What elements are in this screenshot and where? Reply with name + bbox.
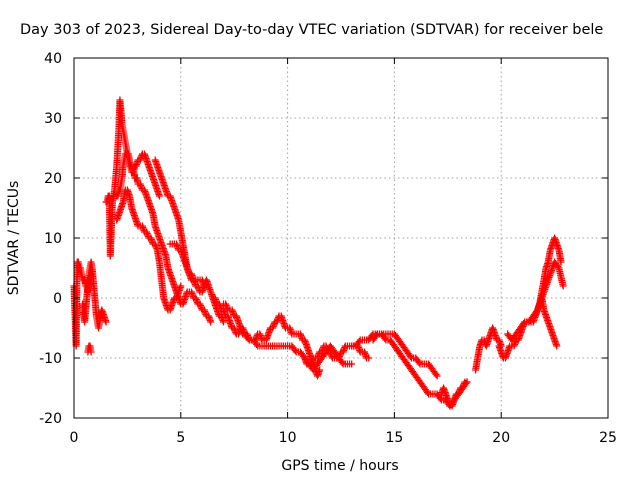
- x-tick-label: 0: [70, 430, 79, 446]
- y-axis-label: SDTVAR / TECUs: [6, 181, 22, 296]
- y-tick-label: -10: [39, 351, 62, 367]
- x-tick-label: 5: [176, 430, 185, 446]
- data-point: [177, 282, 185, 290]
- y-tick-label: 30: [44, 111, 62, 127]
- data-point: [220, 318, 228, 326]
- x-tick-label: 20: [492, 430, 510, 446]
- data-point: [87, 348, 95, 356]
- y-tick-label: -20: [39, 411, 62, 427]
- data-point: [207, 318, 215, 326]
- data-point: [553, 342, 561, 350]
- x-tick-label: 25: [599, 430, 617, 446]
- x-tick-label: 15: [385, 430, 403, 446]
- chart-title: Day 303 of 2023, Sidereal Day-to-day VTE…: [20, 22, 603, 38]
- x-axis-label: GPS time / hours: [281, 458, 398, 474]
- data-point: [559, 282, 567, 290]
- data-point: [355, 338, 363, 345]
- data-point: [436, 395, 444, 402]
- data-point: [463, 378, 471, 386]
- data-point: [432, 371, 440, 378]
- data-point: [520, 320, 528, 327]
- data-point: [415, 359, 423, 366]
- y-tick-label: 40: [44, 51, 62, 67]
- data-point: [372, 332, 380, 339]
- data-point: [102, 318, 110, 326]
- data-point: [202, 282, 210, 290]
- data-point: [316, 366, 324, 374]
- data-points: [70, 96, 567, 410]
- data-point: [365, 354, 373, 362]
- grid-lines: [74, 58, 608, 418]
- y-tick-label: 20: [44, 171, 62, 187]
- data-point: [554, 263, 562, 270]
- axis-ticks: 0 5 10 15 20 25 -20 -10 0 10 20 30 40: [39, 51, 617, 446]
- data-point: [253, 341, 261, 348]
- x-tick-label: 10: [279, 430, 297, 446]
- data-point: [155, 192, 163, 200]
- data-point: [557, 258, 565, 266]
- data-point: [291, 347, 299, 354]
- y-tick-label: 0: [53, 291, 62, 307]
- data-point: [244, 335, 252, 342]
- y-tick-label: 10: [44, 231, 62, 247]
- data-point: [348, 360, 356, 368]
- data-point: [433, 372, 441, 380]
- data-point: [338, 359, 346, 366]
- data-point: [406, 353, 414, 360]
- data-point: [381, 335, 389, 342]
- data-point: [424, 389, 432, 396]
